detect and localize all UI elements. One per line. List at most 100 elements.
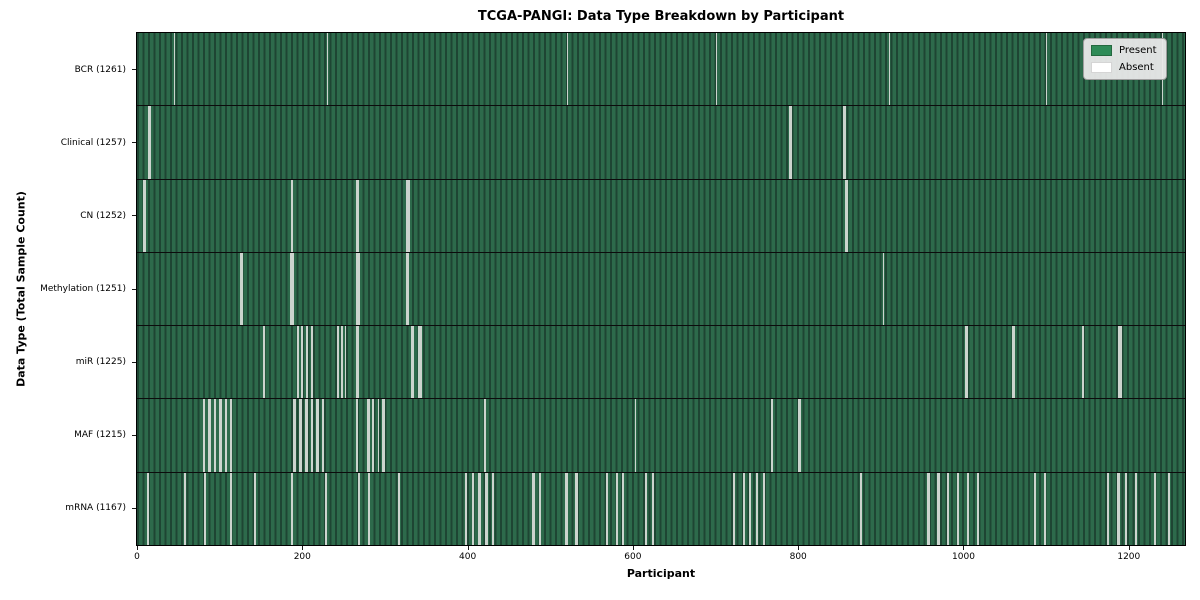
absent-mark [148, 106, 150, 179]
absent-mark [749, 472, 751, 545]
absent-mark [301, 326, 303, 399]
absent-mark [646, 472, 648, 545]
absent-mark [472, 472, 474, 545]
absent-mark [147, 472, 149, 545]
absent-mark [213, 399, 215, 472]
absent-mark [1118, 326, 1120, 399]
absent-mark [204, 472, 206, 545]
absent-mark [861, 472, 863, 545]
y-tick-label: CN (1252) [80, 210, 126, 221]
absent-mark [479, 472, 481, 545]
y-tick-mark [132, 288, 136, 290]
absent-mark [1125, 472, 1127, 545]
absent-mark [1046, 33, 1048, 106]
absent-mark [305, 326, 307, 399]
absent-mark [617, 472, 619, 545]
absent-mark [733, 472, 735, 545]
absent-mark [290, 179, 292, 252]
absent-mark [298, 326, 300, 399]
absent-mark [1082, 326, 1084, 399]
absent-mark [209, 399, 211, 472]
chart-title: TCGA-PANGI: Data Type Breakdown by Parti… [477, 9, 845, 24]
x-tick-label: 600 [624, 552, 642, 562]
absent-mark [756, 472, 758, 545]
y-tick-mark [132, 69, 136, 71]
absent-mark [407, 252, 409, 326]
absent-mark [291, 179, 293, 252]
absent-mark [345, 326, 347, 399]
absent-mark [846, 179, 849, 252]
absent-mark [1120, 326, 1122, 399]
x-tick-mark [632, 546, 634, 550]
absent-mark [1033, 472, 1035, 545]
absent-mark [1013, 326, 1015, 399]
absent-mark [357, 179, 359, 252]
absent-mark [889, 33, 891, 106]
absent-mark [1118, 472, 1120, 545]
absent-mark [300, 399, 302, 472]
y-tick-label: BCR (1261) [74, 64, 126, 75]
x-axis-label: Participant [626, 567, 696, 580]
absent-mark [492, 472, 494, 545]
absent-mark [292, 252, 294, 326]
absent-mark [297, 326, 299, 399]
absent-mark [408, 252, 410, 326]
absent-mark [634, 399, 636, 472]
absent-mark [357, 252, 359, 326]
absent-mark [1081, 326, 1083, 399]
absent-mark [770, 399, 773, 472]
absent-mark [292, 179, 294, 252]
absent-mark [539, 472, 541, 545]
absent-mark [149, 106, 151, 179]
absent-mark [1108, 472, 1110, 545]
absent-mark [566, 33, 568, 106]
absent-mark [532, 472, 534, 545]
absent-mark [337, 326, 339, 399]
absent-mark [382, 399, 384, 472]
absent-mark [842, 106, 844, 179]
absent-mark [357, 472, 359, 545]
absent-mark [622, 472, 624, 545]
x-tick-mark [963, 546, 965, 550]
absent-mark [606, 472, 608, 545]
absent-mark [298, 399, 301, 472]
y-tick-label: mRNA (1167) [65, 503, 126, 514]
absent-mark [846, 179, 848, 252]
absent-mark [318, 399, 320, 472]
absent-mark [366, 399, 368, 472]
absent-mark [938, 472, 940, 545]
absent-mark [356, 326, 358, 399]
absent-mark [406, 179, 408, 252]
absent-mark [203, 399, 205, 472]
absent-mark [312, 399, 314, 472]
absent-mark [241, 252, 243, 326]
absent-mark [144, 179, 146, 252]
absent-mark [645, 472, 647, 545]
absent-mark [290, 472, 292, 545]
y-tick-label: Methylation (1251) [40, 284, 126, 294]
absent-mark [378, 399, 380, 472]
absent-mark [356, 252, 358, 326]
absent-mark [291, 472, 293, 545]
absent-mark [762, 472, 764, 545]
absent-mark [367, 399, 369, 472]
absent-mark [203, 399, 206, 472]
absent-mark [294, 399, 296, 472]
plot-area [136, 32, 1186, 546]
x-tick-mark [137, 546, 138, 550]
absent-mark [956, 472, 958, 545]
heatmap-row-mrna [137, 472, 1185, 545]
absent-mark [1155, 472, 1157, 545]
absent-mark [299, 399, 301, 472]
absent-mark [224, 399, 226, 472]
absent-mark [356, 399, 358, 472]
legend-absent-label: Absent [1119, 62, 1154, 73]
absent-mark [743, 472, 745, 545]
absent-mark [317, 399, 319, 472]
legend-present-label: Present [1119, 45, 1157, 56]
absent-mark [230, 472, 232, 545]
absent-mark [845, 179, 847, 252]
absent-mark [325, 472, 327, 545]
absent-mark [218, 399, 220, 472]
x-tick-label: 800 [789, 552, 807, 562]
